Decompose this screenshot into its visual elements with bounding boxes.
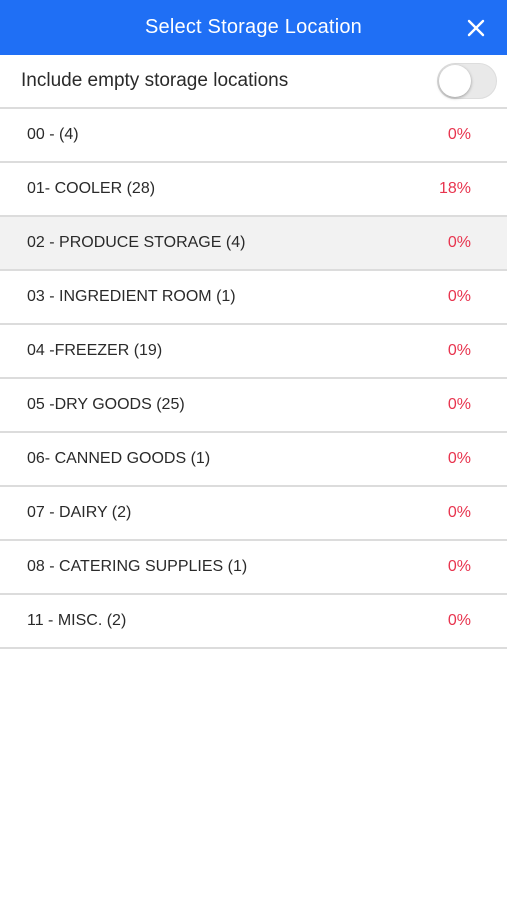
location-label: 00 - (4) [27, 126, 79, 143]
location-percent: 0% [447, 396, 471, 413]
location-label: 05 -DRY GOODS (25) [27, 396, 185, 413]
location-label: 07 - DAIRY (2) [27, 504, 132, 521]
location-row[interactable]: 01- COOLER (28) 18% [0, 163, 507, 217]
location-row[interactable]: 03 - INGREDIENT ROOM (1) 0% [0, 271, 507, 325]
location-percent: 0% [447, 234, 471, 251]
location-row[interactable]: 00 - (4) 0% [0, 109, 507, 163]
location-row[interactable]: 08 - CATERING SUPPLIES (1) 0% [0, 541, 507, 595]
close-icon [467, 19, 485, 36]
close-button[interactable] [465, 17, 487, 39]
toggle-knob [439, 65, 471, 97]
location-percent: 0% [447, 558, 471, 575]
location-percent: 0% [447, 126, 471, 143]
location-row[interactable]: 06- CANNED GOODS (1) 0% [0, 433, 507, 487]
include-empty-row: Include empty storage locations [0, 55, 507, 109]
location-label: 06- CANNED GOODS (1) [27, 450, 211, 467]
location-label: 11 - MISC. (2) [27, 612, 127, 629]
location-row[interactable]: 07 - DAIRY (2) 0% [0, 487, 507, 541]
modal-header: Select Storage Location [0, 0, 507, 55]
storage-location-list: 00 - (4) 0% 01- COOLER (28) 18% 02 - PRO… [0, 109, 507, 649]
location-percent: 0% [447, 288, 471, 305]
include-empty-toggle[interactable] [437, 63, 497, 99]
location-row[interactable]: 05 -DRY GOODS (25) 0% [0, 379, 507, 433]
location-percent: 0% [447, 450, 471, 467]
modal-title: Select Storage Location [145, 16, 362, 38]
location-row[interactable]: 02 - PRODUCE STORAGE (4) 0% [0, 217, 507, 271]
include-empty-label: Include empty storage locations [21, 70, 289, 91]
location-label: 04 -FREEZER (19) [27, 342, 163, 359]
location-percent: 0% [447, 612, 471, 629]
location-label: 01- COOLER (28) [27, 180, 156, 197]
location-row[interactable]: 04 -FREEZER (19) 0% [0, 325, 507, 379]
location-label: 03 - INGREDIENT ROOM (1) [27, 288, 236, 305]
location-label: 08 - CATERING SUPPLIES (1) [27, 558, 248, 575]
location-percent: 0% [447, 342, 471, 359]
location-percent: 0% [447, 504, 471, 521]
location-label: 02 - PRODUCE STORAGE (4) [27, 234, 246, 251]
location-row[interactable]: 11 - MISC. (2) 0% [0, 595, 507, 649]
location-percent: 18% [438, 180, 471, 197]
